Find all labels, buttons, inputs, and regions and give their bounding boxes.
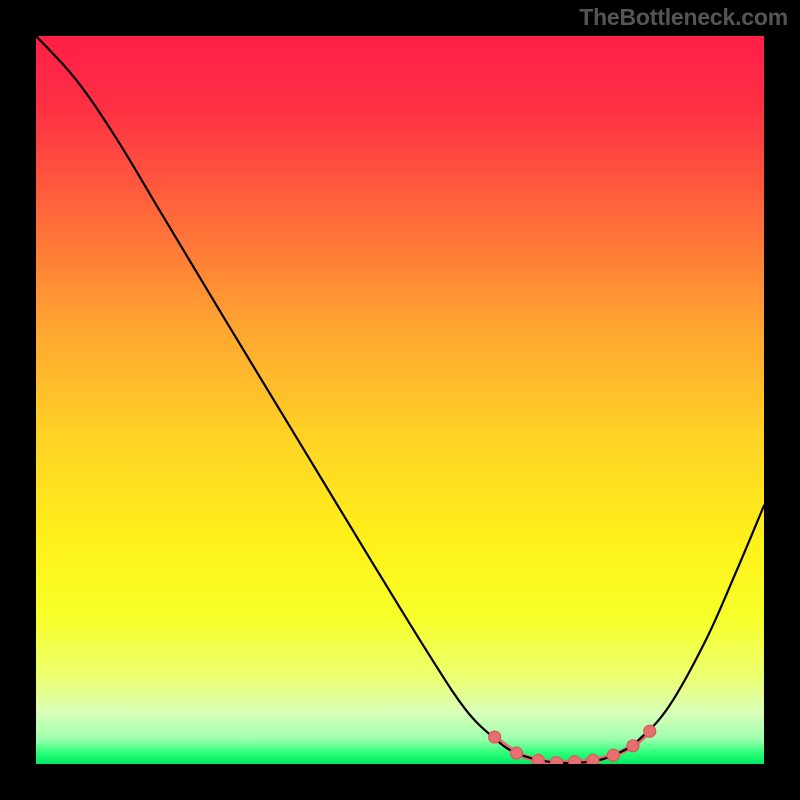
valley-marker: [627, 740, 639, 752]
valley-marker: [607, 749, 619, 761]
valley-marker: [569, 756, 581, 764]
marker-group: [489, 725, 656, 764]
curve-layer: [36, 36, 764, 764]
valley-marker: [551, 757, 563, 764]
valley-marker: [644, 725, 656, 737]
plot-area: [36, 36, 764, 764]
valley-marker: [587, 754, 599, 764]
chart-container: TheBottleneck.com: [0, 0, 800, 800]
bottleneck-curve: [36, 36, 764, 763]
valley-marker: [510, 747, 522, 759]
valley-marker: [532, 754, 544, 764]
watermark-text: TheBottleneck.com: [579, 4, 788, 31]
valley-marker: [489, 731, 501, 743]
